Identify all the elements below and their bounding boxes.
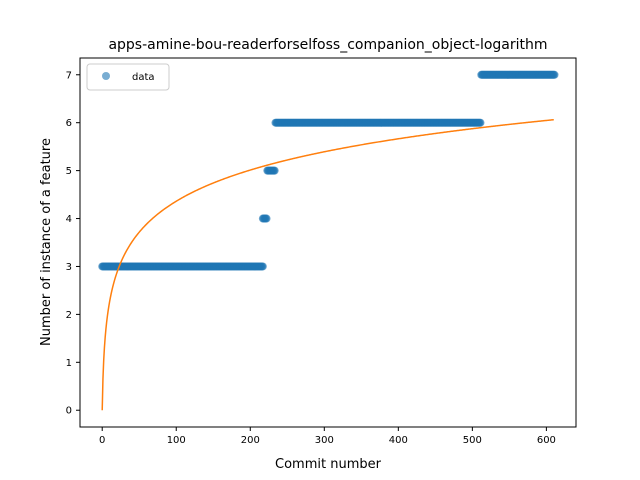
y-tick-label: 6 [66,118,72,129]
plot-area [80,58,576,427]
legend-label-data: data [132,72,155,83]
axes-frame [79,57,577,428]
legend-box [86,63,170,91]
data-point [476,118,485,127]
x-tick-label: 100 [167,435,186,446]
y-axis-ticks: 0 1 2 3 4 5 6 7 [66,70,80,417]
legend-marker-data [102,72,110,80]
y-tick-label: 5 [66,166,72,177]
y-tick-label: 0 [66,406,72,417]
x-axis-ticks: 0 100 200 300 400 500 600 [99,427,556,446]
y-tick-label: 1 [66,358,72,369]
x-tick-label: 400 [389,435,408,446]
y-axis-title: Number of instance of a feature [39,138,54,346]
fit-line-layer [101,118,554,411]
data-point [550,70,559,79]
data-point [270,166,279,175]
y-tick-label: 4 [66,214,72,225]
y-tick-label: 2 [66,310,72,321]
data-marks [98,70,559,271]
x-tick-label: 0 [99,435,105,446]
fit-line [101,118,554,411]
chart-title: apps-amine-bou-readerforselfoss_companio… [108,37,547,53]
legend: data [86,63,170,91]
x-tick-label: 200 [241,435,260,446]
x-tick-label: 600 [537,435,556,446]
data-point [258,262,267,271]
x-axis-title: Commit number [275,457,382,472]
y-tick-label: 7 [66,70,72,81]
x-tick-label: 500 [463,435,482,446]
x-tick-label: 300 [315,435,334,446]
data-point [262,214,271,223]
y-tick-label: 3 [66,262,72,273]
